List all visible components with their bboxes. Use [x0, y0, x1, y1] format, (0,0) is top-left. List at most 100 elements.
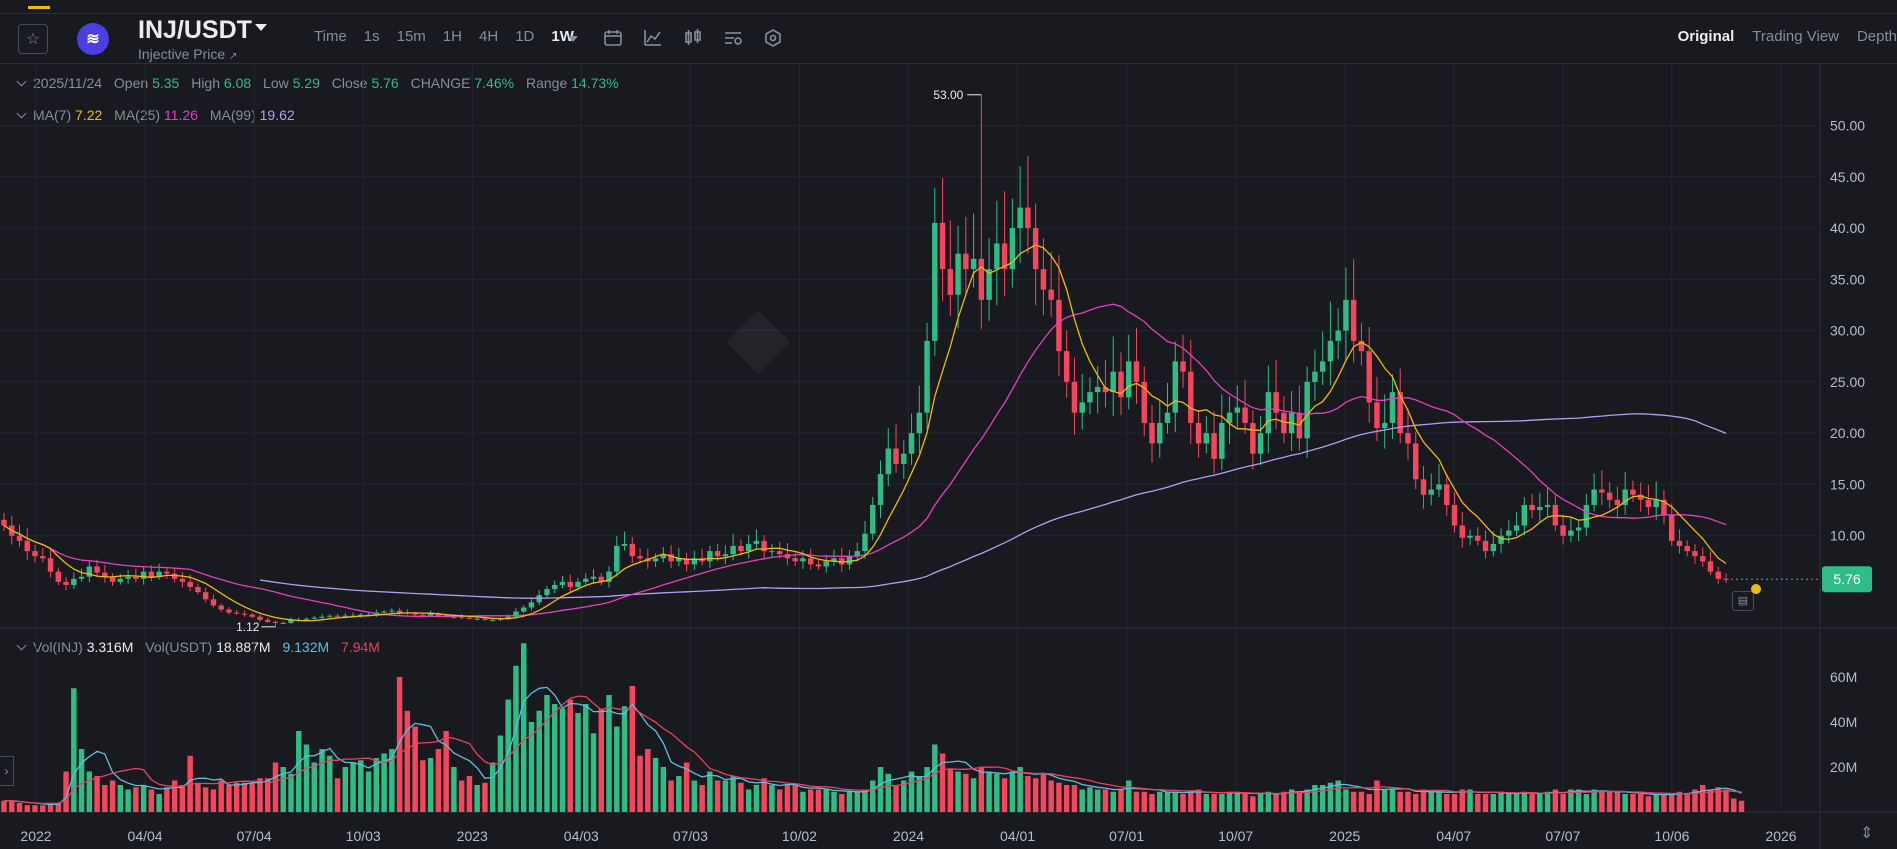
candle[interactable] [1281, 396, 1287, 444]
view-tab-trading-view[interactable]: Trading View [1752, 28, 1839, 45]
indicator-icon[interactable] [643, 28, 663, 48]
candle[interactable] [1118, 352, 1124, 416]
candle[interactable] [78, 568, 85, 582]
candle[interactable] [854, 542, 860, 561]
candle[interactable] [1296, 385, 1303, 451]
calendar-icon[interactable] [603, 28, 623, 48]
candle[interactable] [63, 577, 69, 591]
candle[interactable] [1242, 379, 1248, 434]
candle[interactable] [1436, 464, 1442, 497]
candle[interactable] [319, 614, 325, 620]
interval-time[interactable]: Time [314, 28, 347, 45]
candle[interactable] [40, 548, 46, 563]
candle[interactable] [1234, 385, 1241, 430]
candle[interactable] [1475, 527, 1481, 546]
candle[interactable] [761, 534, 767, 560]
candle[interactable] [1575, 520, 1582, 542]
axis-scale-icon[interactable]: ⇕ [1860, 825, 1874, 842]
candle[interactable] [1110, 336, 1116, 417]
candle[interactable] [55, 567, 62, 586]
candle[interactable] [769, 543, 775, 558]
candle[interactable] [1583, 493, 1590, 536]
candle[interactable] [1599, 469, 1605, 506]
pair-title[interactable]: INJ/USDT [138, 16, 252, 44]
candle[interactable] [707, 545, 713, 568]
candle[interactable] [1157, 399, 1163, 458]
candle[interactable] [109, 573, 116, 587]
candle[interactable] [520, 605, 527, 614]
chart-type-icon[interactable] [683, 28, 703, 48]
candle[interactable] [1304, 366, 1310, 458]
candle[interactable] [963, 216, 969, 297]
candle[interactable] [257, 614, 263, 622]
candle[interactable] [102, 564, 108, 583]
candle[interactable] [358, 612, 364, 618]
candle[interactable] [846, 550, 853, 570]
candle[interactable] [1498, 528, 1504, 554]
candle[interactable] [652, 553, 659, 568]
candle[interactable] [1622, 471, 1628, 515]
candle[interactable] [71, 572, 77, 589]
view-tab-depth[interactable]: Depth [1856, 28, 1897, 45]
candle[interactable] [885, 428, 891, 487]
candle[interactable] [776, 541, 783, 559]
candle[interactable] [1668, 503, 1675, 546]
candle[interactable] [1684, 540, 1690, 557]
candle[interactable] [241, 610, 248, 617]
candle[interactable] [1079, 374, 1085, 430]
candle[interactable] [970, 213, 977, 288]
candle[interactable] [179, 572, 186, 588]
candle[interactable] [1637, 482, 1644, 512]
candle[interactable] [47, 548, 54, 578]
candle[interactable] [1490, 531, 1497, 557]
candle[interactable] [272, 620, 279, 627]
pair-dropdown-chevron-icon[interactable] [255, 24, 267, 31]
candle[interactable] [1451, 492, 1458, 533]
candle[interactable] [94, 559, 100, 577]
candle[interactable] [1645, 484, 1652, 516]
candle[interactable] [1009, 198, 1016, 288]
candle[interactable] [1195, 409, 1202, 458]
candle[interactable] [1676, 529, 1683, 554]
candle[interactable] [676, 547, 682, 567]
candle[interactable] [1397, 368, 1403, 444]
candle[interactable] [1444, 473, 1450, 517]
candle[interactable] [1513, 511, 1520, 536]
candle[interactable] [807, 548, 814, 570]
settings-list-icon[interactable] [723, 28, 743, 48]
candle[interactable] [1467, 529, 1473, 546]
candle[interactable] [1087, 377, 1093, 415]
candle[interactable] [1381, 394, 1388, 449]
candle[interactable] [513, 608, 519, 619]
candle[interactable] [916, 385, 923, 454]
candle[interactable] [745, 534, 752, 559]
candle[interactable] [202, 587, 209, 603]
candle[interactable] [1537, 492, 1543, 523]
candle[interactable] [1250, 409, 1256, 470]
candle[interactable] [1413, 431, 1419, 490]
candle[interactable] [621, 531, 628, 551]
candle[interactable] [660, 547, 667, 563]
candle[interactable] [1653, 481, 1659, 520]
interval-15m[interactable]: 15m [396, 28, 426, 45]
candle[interactable] [1428, 473, 1434, 506]
candle[interactable] [1420, 465, 1427, 509]
candle[interactable] [893, 423, 899, 473]
candle[interactable] [1319, 331, 1326, 385]
candle[interactable] [815, 559, 822, 571]
candle[interactable] [16, 524, 23, 547]
interval-1h[interactable]: 1H [442, 28, 462, 45]
candle[interactable] [1560, 514, 1566, 545]
candle[interactable] [614, 535, 620, 577]
candle[interactable] [544, 586, 550, 598]
candle[interactable] [1606, 482, 1613, 509]
candle[interactable] [148, 565, 155, 582]
candle[interactable] [994, 200, 1000, 306]
note-icon[interactable]: ▤ [1732, 591, 1754, 611]
candle[interactable] [924, 323, 930, 430]
candle[interactable] [1141, 366, 1147, 437]
candle[interactable] [1707, 551, 1714, 575]
candle[interactable] [870, 496, 876, 541]
candle[interactable] [908, 413, 915, 466]
